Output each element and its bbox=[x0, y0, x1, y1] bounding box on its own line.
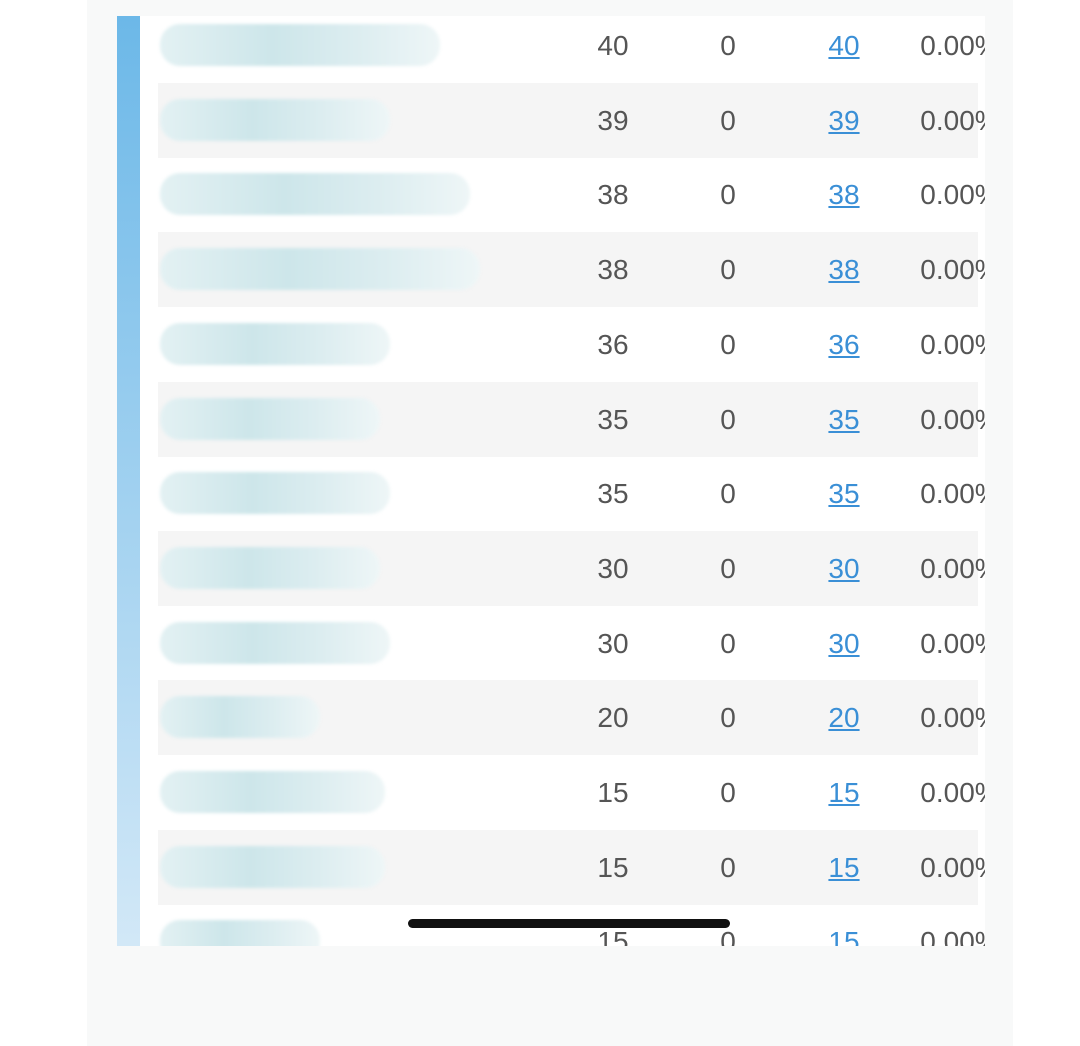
table-cell: 20 bbox=[597, 702, 629, 734]
table-cell: 35 bbox=[597, 403, 629, 435]
table-cell: 0.00% bbox=[920, 702, 985, 734]
table-row: 40 0 40 0.00% bbox=[158, 16, 985, 83]
table-cell: 0.00% bbox=[920, 104, 985, 136]
redacted-name bbox=[160, 920, 320, 946]
table: 40 0 40 0.00% 39 0 39 0.00% 38 0 38 0.00% 38 0 38 0.00%… bbox=[117, 16, 985, 946]
table-cell: 0.00% bbox=[920, 403, 985, 435]
table-row: 38 0 38 0.00% bbox=[158, 157, 985, 232]
count-link[interactable]: 39 bbox=[828, 104, 860, 136]
redacted-name bbox=[160, 173, 470, 216]
table-cell: 0.00% bbox=[920, 552, 985, 584]
table-cell: 0 bbox=[720, 403, 736, 435]
count-link[interactable]: 15 bbox=[828, 851, 860, 883]
table-cell: 15 bbox=[597, 777, 629, 808]
table-cell: 38 bbox=[597, 179, 629, 211]
table-cell: 0 bbox=[720, 627, 736, 659]
table-cell: 0 bbox=[720, 254, 736, 286]
table-cell: 38 bbox=[789, 232, 899, 307]
table-cell: 0.00% bbox=[920, 851, 985, 883]
table-row: 35 0 35 0.00% bbox=[158, 456, 985, 531]
count-link[interactable]: 36 bbox=[828, 328, 860, 360]
table-row: 38 0 38 0.00% bbox=[158, 232, 985, 308]
table-cell: 0 bbox=[720, 702, 736, 734]
table-cell: 0 bbox=[720, 104, 736, 136]
side-bar bbox=[117, 16, 140, 946]
table-cell: 0 bbox=[720, 851, 736, 883]
count-link[interactable]: 15 bbox=[828, 777, 860, 808]
table-cell: 30 bbox=[789, 606, 899, 681]
table-row: 15 0 15 0.00% bbox=[158, 904, 985, 946]
count-link[interactable]: 30 bbox=[828, 552, 860, 584]
table-cell: 39 bbox=[789, 83, 899, 158]
table-cell: 30 bbox=[789, 531, 899, 606]
table-cell: 0 bbox=[720, 552, 736, 584]
home-indicator bbox=[408, 919, 730, 928]
table-cell: 0.00% bbox=[920, 926, 985, 946]
count-link[interactable]: 35 bbox=[828, 478, 860, 510]
table-cell: 30 bbox=[597, 627, 629, 659]
count-link[interactable]: 40 bbox=[828, 30, 860, 61]
table-row: 30 0 30 0.00% bbox=[158, 530, 985, 606]
count-link[interactable]: 20 bbox=[828, 702, 860, 734]
table-cell: 39 bbox=[597, 104, 629, 136]
table-row: 20 0 20 0.00% bbox=[158, 680, 985, 756]
redacted-name bbox=[160, 98, 390, 141]
table-cell: 0 bbox=[720, 328, 736, 360]
table-cell: 40 bbox=[597, 30, 629, 61]
count-link[interactable]: 15 bbox=[828, 926, 860, 946]
redacted-name bbox=[160, 771, 385, 813]
table-cell: 0.00% bbox=[920, 254, 985, 286]
table-cell: 20 bbox=[789, 680, 899, 755]
table-cell: 0 bbox=[720, 179, 736, 211]
table-cell: 15 bbox=[597, 851, 629, 883]
table-cell: 0.00% bbox=[920, 328, 985, 360]
redacted-name bbox=[160, 845, 385, 888]
redacted-name bbox=[160, 248, 480, 291]
redacted-name bbox=[160, 696, 320, 739]
count-link[interactable]: 35 bbox=[828, 403, 860, 435]
table-row: 35 0 35 0.00% bbox=[158, 381, 985, 457]
redacted-name bbox=[160, 24, 440, 66]
table-cell: 0.00% bbox=[920, 478, 985, 510]
table-row: 39 0 39 0.00% bbox=[158, 82, 985, 158]
redacted-name bbox=[160, 621, 390, 664]
count-link[interactable]: 30 bbox=[828, 627, 860, 659]
table-cell: 0.00% bbox=[920, 179, 985, 211]
table-cell: 15 bbox=[597, 926, 629, 946]
table-cell: 0.00% bbox=[920, 777, 985, 808]
count-link[interactable]: 38 bbox=[828, 254, 860, 286]
table-cell: 35 bbox=[597, 478, 629, 510]
table-cell: 0.00% bbox=[920, 627, 985, 659]
table-cell: 0 bbox=[720, 478, 736, 510]
table-cell: 38 bbox=[597, 254, 629, 286]
table-cell: 0.00% bbox=[920, 30, 985, 61]
table-row: 36 0 36 0.00% bbox=[158, 307, 985, 382]
redacted-name bbox=[160, 546, 380, 589]
count-link[interactable]: 38 bbox=[828, 179, 860, 211]
table-row: 15 0 15 0.00% bbox=[158, 755, 985, 830]
table-row: 30 0 30 0.00% bbox=[158, 606, 985, 681]
table-cell: 15 bbox=[789, 755, 899, 830]
table-cell: 30 bbox=[597, 552, 629, 584]
redacted-name bbox=[160, 322, 390, 365]
table-cell: 0 bbox=[720, 777, 736, 808]
table-cell: 15 bbox=[789, 904, 899, 946]
table-cell: 40 bbox=[789, 16, 899, 83]
redacted-name bbox=[160, 397, 380, 440]
table-cell: 38 bbox=[789, 157, 899, 232]
table-row: 15 0 15 0.00% bbox=[158, 829, 985, 905]
table-cell: 36 bbox=[789, 307, 899, 382]
table-cell: 35 bbox=[789, 456, 899, 531]
table-cell: 0 bbox=[720, 30, 736, 61]
redacted-name bbox=[160, 472, 390, 515]
table-cell: 36 bbox=[597, 328, 629, 360]
table-cell: 35 bbox=[789, 382, 899, 457]
table-cell: 15 bbox=[789, 830, 899, 905]
table-cell: 0 bbox=[720, 926, 736, 946]
